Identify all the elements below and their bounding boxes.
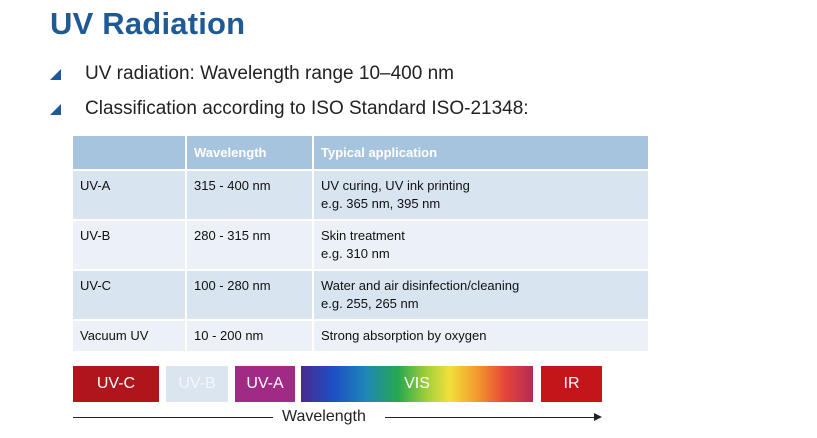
application-line: e.g. 255, 265 nm bbox=[321, 296, 419, 311]
band-application: UV curing, UV ink printing e.g. 365 nm, … bbox=[313, 169, 648, 220]
spectrum-band-uvb: UV-B bbox=[166, 366, 228, 402]
application-line: Strong absorption by oxygen bbox=[321, 328, 487, 343]
header-application: Typical application bbox=[313, 136, 648, 170]
bullet-triangle-icon bbox=[50, 68, 61, 80]
bullet-classification: Classification according to ISO Standard… bbox=[50, 98, 529, 120]
spectrum-band-uvc: UV-C bbox=[73, 366, 159, 402]
band-wavelength: 10 - 200 nm bbox=[186, 319, 314, 351]
table-row: Vacuum UV 10 - 200 nm Strong absorption … bbox=[73, 319, 648, 351]
band-wavelength: 280 - 315 nm bbox=[186, 219, 314, 270]
bullet-wavelength-range: UV radiation: Wavelength range 10–400 nm bbox=[50, 63, 454, 85]
band-name: UV-C bbox=[73, 269, 187, 320]
band-name: UV-A bbox=[73, 169, 187, 220]
band-wavelength: 100 - 280 nm bbox=[186, 269, 314, 320]
band-label: VIS bbox=[404, 375, 430, 392]
application-line: e.g. 310 nm bbox=[321, 246, 390, 261]
wavelength-axis-line bbox=[73, 417, 273, 418]
uv-classification-table: Wavelength Typical application UV-A 315 … bbox=[73, 136, 648, 351]
header-wavelength: Wavelength bbox=[186, 136, 314, 170]
bullet-text: Classification according to ISO Standard… bbox=[85, 98, 529, 119]
spectrum-band-visible: VIS bbox=[301, 366, 533, 402]
application-line: Skin treatment bbox=[321, 228, 405, 243]
spectrum-band-uva: UV-A bbox=[235, 366, 295, 402]
band-application: Skin treatment e.g. 310 nm bbox=[313, 219, 648, 270]
band-label: UV-B bbox=[178, 375, 216, 392]
table-header-row: Wavelength Typical application bbox=[73, 136, 648, 170]
table-row: UV-C 100 - 280 nm Water and air disinfec… bbox=[73, 269, 648, 320]
table-row: UV-B 280 - 315 nm Skin treatment e.g. 31… bbox=[73, 219, 648, 270]
wavelength-axis-label: Wavelength bbox=[282, 408, 366, 425]
arrow-right-icon bbox=[594, 413, 602, 421]
spectrum-band-ir: IR bbox=[541, 366, 602, 402]
band-name: UV-B bbox=[73, 219, 187, 270]
band-application: Strong absorption by oxygen bbox=[313, 319, 648, 351]
band-label: UV-A bbox=[246, 375, 284, 392]
band-label: IR bbox=[563, 375, 580, 392]
band-application: Water and air disinfection/cleaning e.g.… bbox=[313, 269, 648, 320]
band-wavelength: 315 - 400 nm bbox=[186, 169, 314, 220]
header-band bbox=[73, 136, 187, 170]
band-label: UV-C bbox=[96, 375, 136, 392]
bullet-triangle-icon bbox=[50, 103, 61, 115]
application-line: e.g. 365 nm, 395 nm bbox=[321, 196, 441, 211]
band-name: Vacuum UV bbox=[73, 319, 187, 351]
table-row: UV-A 315 - 400 nm UV curing, UV ink prin… bbox=[73, 169, 648, 220]
application-line: Water and air disinfection/cleaning bbox=[321, 278, 520, 293]
application-line: UV curing, UV ink printing bbox=[321, 178, 470, 193]
wavelength-axis-line bbox=[385, 417, 595, 418]
slide-title: UV Radiation bbox=[50, 6, 246, 41]
bullet-text: UV radiation: Wavelength range 10–400 nm bbox=[85, 63, 454, 84]
